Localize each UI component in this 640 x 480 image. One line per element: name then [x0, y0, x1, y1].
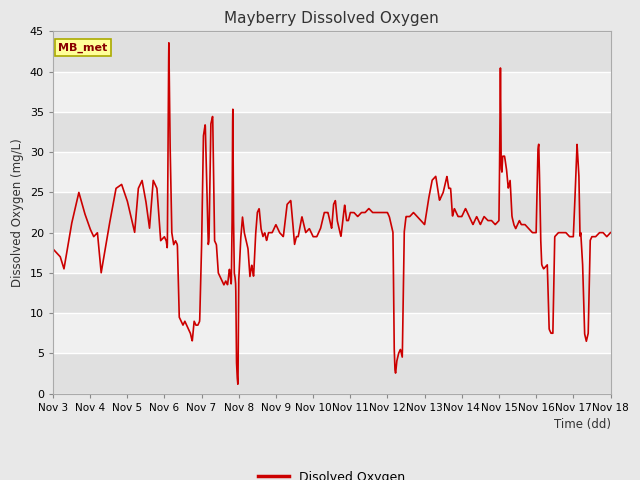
Title: Mayberry Dissolved Oxygen: Mayberry Dissolved Oxygen — [224, 11, 439, 26]
Bar — [53, 112, 611, 152]
Bar — [53, 72, 611, 112]
Legend: Disolved Oxygen: Disolved Oxygen — [253, 466, 410, 480]
Bar — [53, 313, 611, 353]
Text: MB_met: MB_met — [58, 42, 108, 53]
Bar — [53, 273, 611, 313]
Bar — [53, 32, 611, 72]
Bar — [53, 353, 611, 394]
X-axis label: Time (dd): Time (dd) — [554, 418, 611, 431]
Y-axis label: Dissolved Oxygen (mg/L): Dissolved Oxygen (mg/L) — [11, 138, 24, 287]
Bar — [53, 152, 611, 192]
Bar — [53, 233, 611, 273]
Bar — [53, 192, 611, 233]
